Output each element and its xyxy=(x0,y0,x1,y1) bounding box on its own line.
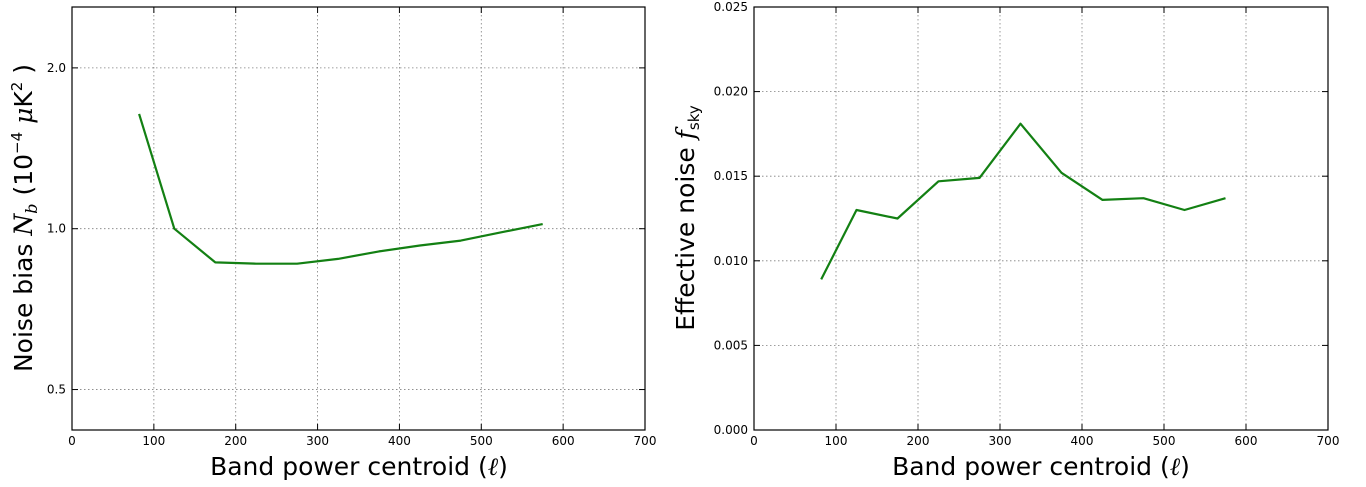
effective-fsky-y-tick-label: 0.010 xyxy=(714,254,748,268)
noise-bias-x-tick-label: 600 xyxy=(552,434,575,448)
noise-bias-panel: 0 100 200 300 400 500 600 700 0.5 1.0 2.0 Band pow… xyxy=(8,6,657,481)
noise-bias-series-line xyxy=(138,113,543,265)
noise-bias-plot-frame xyxy=(71,6,646,431)
effective-fsky-x-tick-label: 700 xyxy=(1317,434,1340,448)
effective-fsky-x-tick-label: 100 xyxy=(825,434,848,448)
noise-bias-y-tick-label: 2.0 xyxy=(47,61,66,75)
effective-fsky-panel: 0 100 200 300 400 500 600 700 0.000 0.005 0.010 0.0… xyxy=(671,0,1339,481)
effective-fsky-grid xyxy=(754,7,1328,430)
noise-bias-x-tick-label: 400 xyxy=(388,434,411,448)
effective-fsky-x-axis-label: Band power centroid (ℓ) xyxy=(892,452,1190,481)
effective-fsky-y-tick-label: 0.020 xyxy=(714,85,748,99)
noise-bias-x-tick-label: 700 xyxy=(634,434,657,448)
noise-bias-y-tick-label: 0.5 xyxy=(47,383,66,397)
effective-fsky-y-axis-label: Effective noise fsky xyxy=(671,105,703,331)
effective-fsky-series-layer xyxy=(820,122,1226,280)
noise-bias-series-layer xyxy=(138,113,543,265)
effective-fsky-x-tick-label: 200 xyxy=(907,434,930,448)
noise-bias-grid xyxy=(72,7,645,430)
noise-bias-ticks: 0 100 200 300 400 500 600 700 0.5 1.0 2.0 xyxy=(47,7,657,448)
effective-fsky-y-tick-label: 0.025 xyxy=(714,0,748,14)
effective-fsky-x-tick-label: 600 xyxy=(1235,434,1258,448)
noise-bias-y-tick-label: 1.0 xyxy=(47,222,66,236)
effective-fsky-x-tick-label: 400 xyxy=(1071,434,1094,448)
noise-bias-x-tick-label: 200 xyxy=(224,434,247,448)
effective-fsky-x-tick-label: 500 xyxy=(1153,434,1176,448)
noise-bias-x-tick-label: 100 xyxy=(142,434,165,448)
effective-fsky-y-tick-label: 0.000 xyxy=(714,423,748,437)
effective-fsky-x-tick-label: 300 xyxy=(989,434,1012,448)
noise-bias-x-tick-label: 0 xyxy=(68,434,76,448)
effective-fsky-y-tick-label: 0.005 xyxy=(714,338,748,352)
effective-fsky-x-tick-label: 0 xyxy=(750,434,758,448)
noise-bias-x-axis-label: Band power centroid (ℓ) xyxy=(210,452,508,481)
effective-fsky-plot-frame xyxy=(753,6,1329,431)
noise-bias-x-tick-label: 300 xyxy=(306,434,329,448)
effective-fsky-series-line xyxy=(820,122,1226,280)
noise-bias-y-axis-label: Noise bias Nb (10−4 μK2 ) xyxy=(8,64,41,372)
effective-fsky-y-tick-label: 0.015 xyxy=(714,169,748,183)
noise-bias-x-tick-label: 500 xyxy=(470,434,493,448)
effective-fsky-ticks: 0 100 200 300 400 500 600 700 0.000 0.005 0.010 0.0… xyxy=(714,0,1340,448)
